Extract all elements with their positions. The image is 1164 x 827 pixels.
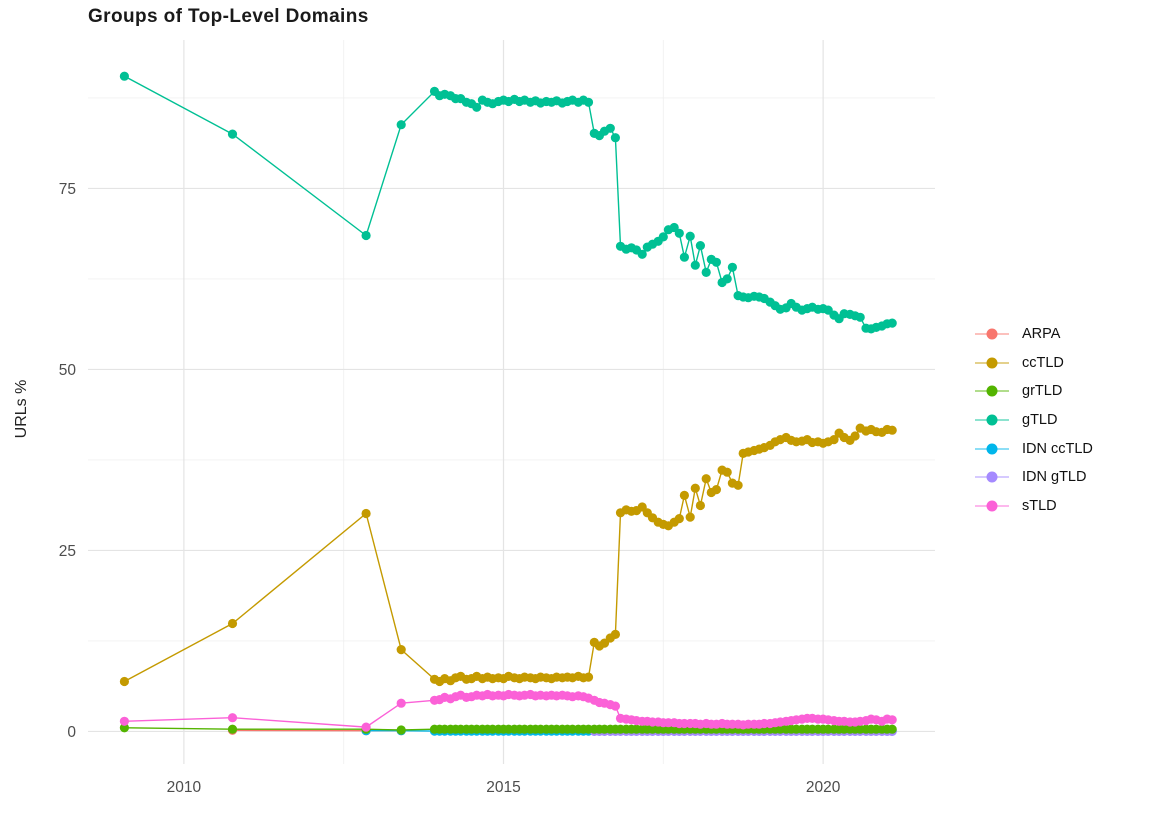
data-point-stld <box>227 713 238 723</box>
legend-label: ccTLD <box>1022 354 1064 371</box>
data-point-grtld <box>887 724 897 734</box>
data-point-stld <box>119 716 129 726</box>
legend-label: gTLD <box>1022 412 1058 429</box>
legend: ARPA ccTLD grTLD gTLD IDN ccTLD IDN gTLD… <box>975 320 1093 520</box>
idn-gtld-legend-key-icon <box>975 471 1009 483</box>
data-point-gtld <box>605 123 615 133</box>
data-point-cctld <box>887 425 897 435</box>
data-point-cctld <box>850 431 860 441</box>
data-point-grtld <box>227 724 238 734</box>
series-line-cctld <box>124 427 893 683</box>
data-point-gtld <box>674 228 684 238</box>
series-line-gtld <box>124 75 893 330</box>
data-point-grtld <box>119 723 129 733</box>
data-point-cctld <box>733 480 743 490</box>
data-point-gtld <box>396 120 406 130</box>
legend-label: sTLD <box>1022 497 1057 514</box>
data-point-gtld <box>722 274 732 284</box>
chart-title: Groups of Top-Level Domains <box>88 6 369 27</box>
data-point-cctld <box>679 490 690 500</box>
legend-item-stld: sTLD <box>975 492 1093 521</box>
legend-label: IDN gTLD <box>1022 469 1087 486</box>
data-point-gtld <box>119 71 129 81</box>
data-point-stld <box>396 698 406 708</box>
x-tick-label: 2010 <box>167 779 202 796</box>
data-point-cctld <box>583 672 594 682</box>
data-point-gtld <box>583 97 594 107</box>
data-point-cctld <box>690 483 700 493</box>
data-point-cctld <box>695 500 706 511</box>
legend-label: ARPA <box>1022 326 1061 343</box>
data-point-cctld <box>610 629 621 640</box>
y-tick-label: 25 <box>59 543 76 560</box>
legend-item-gtld: gTLD <box>975 406 1093 435</box>
data-point-gtld <box>685 231 695 241</box>
data-point-gtld <box>887 318 897 328</box>
data-point-gtld <box>361 230 371 241</box>
data-point-gtld <box>658 232 668 242</box>
data-point-grtld <box>396 725 406 735</box>
data-point-stld <box>361 722 371 732</box>
y-tick-label: 75 <box>59 181 76 198</box>
data-point-stld <box>887 715 897 725</box>
data-point-gtld <box>690 260 700 270</box>
x-tick-label: 2015 <box>486 779 520 796</box>
y-tick-label: 50 <box>59 362 77 379</box>
data-point-gtld <box>711 257 722 267</box>
stld-legend-key-icon <box>975 500 1009 512</box>
grtld-legend-key-icon <box>975 385 1009 397</box>
x-tick-label: 2020 <box>806 779 841 796</box>
data-point-cctld <box>674 514 684 524</box>
data-point-cctld <box>701 474 711 484</box>
idn-cctld-legend-key-icon <box>975 443 1009 455</box>
data-point-gtld <box>610 133 621 143</box>
legend-label: grTLD <box>1022 383 1063 400</box>
data-point-cctld <box>396 645 406 655</box>
data-point-gtld <box>679 252 690 262</box>
data-point-cctld <box>711 485 722 495</box>
data-point-cctld <box>361 508 371 519</box>
data-point-stld <box>610 701 621 711</box>
data-point-cctld <box>685 512 695 522</box>
data-point-gtld <box>855 312 865 322</box>
data-point-gtld <box>637 249 647 259</box>
data-point-gtld <box>701 267 711 277</box>
data-point-gtld <box>227 129 238 139</box>
legend-item-arpa: ARPA <box>975 320 1093 349</box>
data-point-gtld <box>472 102 482 112</box>
cctld-legend-key-icon <box>975 357 1009 369</box>
y-tick-label: 0 <box>67 724 76 741</box>
arpa-legend-key-icon <box>975 328 1009 340</box>
data-point-cctld <box>227 618 238 629</box>
data-point-gtld <box>727 262 738 272</box>
legend-item-grtld: grTLD <box>975 377 1093 406</box>
legend-item-cctld: ccTLD <box>975 349 1093 378</box>
data-point-cctld <box>829 435 839 445</box>
data-point-gtld <box>695 241 706 251</box>
legend-item-idn-cctld: IDN ccTLD <box>975 434 1093 463</box>
legend-label: IDN ccTLD <box>1022 440 1093 457</box>
data-point-cctld <box>119 676 129 687</box>
data-point-cctld <box>722 467 732 477</box>
gtld-legend-key-icon <box>975 414 1009 426</box>
legend-item-idn-gtld: IDN gTLD <box>975 463 1093 492</box>
